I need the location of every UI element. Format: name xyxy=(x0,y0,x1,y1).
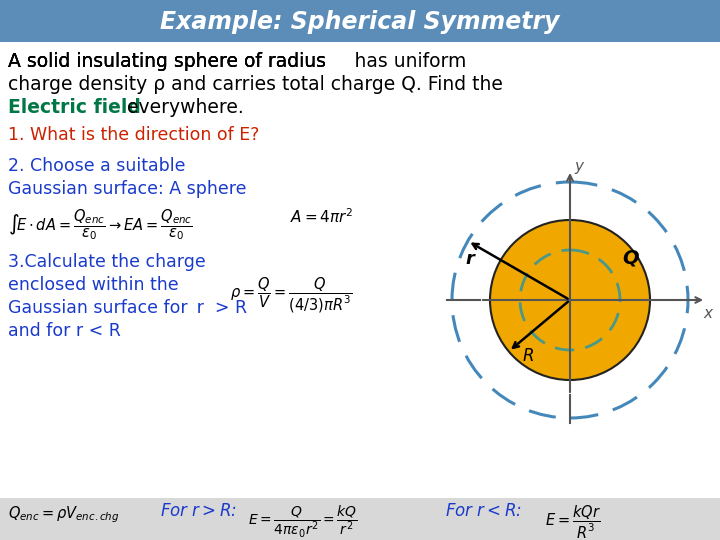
Text: 1. What is the direction of E?: 1. What is the direction of E? xyxy=(8,126,259,144)
Text: y: y xyxy=(574,159,583,173)
Bar xyxy=(0,498,720,540)
Text: For $r > R$:: For $r > R$: xyxy=(160,502,237,520)
Text: $E = \dfrac{kQr}{R^3}$: $E = \dfrac{kQr}{R^3}$ xyxy=(545,504,601,540)
Text: For $r < R$:: For $r < R$: xyxy=(445,502,522,520)
Text: everywhere.: everywhere. xyxy=(121,98,244,117)
Text: $Q_{enc} = \rho V_{enc.chg}$: $Q_{enc} = \rho V_{enc.chg}$ xyxy=(8,504,120,524)
Text: enclosed within the: enclosed within the xyxy=(8,276,179,294)
Text: A solid insulating sphere of radius: A solid insulating sphere of radius xyxy=(8,52,332,71)
Text: A solid insulating sphere of radius       has uniform: A solid insulating sphere of radius has … xyxy=(8,52,467,71)
Text: Gaussian surface: A sphere: Gaussian surface: A sphere xyxy=(8,180,246,198)
Text: $E = \dfrac{Q}{4\pi\varepsilon_0 r^2} = \dfrac{kQ}{r^2}$: $E = \dfrac{Q}{4\pi\varepsilon_0 r^2} = … xyxy=(248,504,358,540)
Text: R: R xyxy=(523,347,534,366)
Bar xyxy=(0,0,720,42)
Text: 2. Choose a suitable: 2. Choose a suitable xyxy=(8,157,186,175)
Text: Electric field: Electric field xyxy=(8,98,141,117)
Text: $\rho = \dfrac{Q}{V} = \dfrac{Q}{(4/3)\pi R^3}$: $\rho = \dfrac{Q}{V} = \dfrac{Q}{(4/3)\p… xyxy=(230,276,353,315)
Text: $\int \! E \cdot dA = \dfrac{Q_{enc}}{\varepsilon_0} \rightarrow EA = \dfrac{Q_{: $\int \! E \cdot dA = \dfrac{Q_{enc}}{\v… xyxy=(8,207,193,242)
Text: charge density ρ and carries total charge Q. Find the: charge density ρ and carries total charg… xyxy=(8,75,503,94)
Bar xyxy=(0,42,720,498)
Text: and for r < R: and for r < R xyxy=(8,322,121,340)
Text: x: x xyxy=(703,306,713,321)
Text: Example: Spherical Symmetry: Example: Spherical Symmetry xyxy=(161,10,559,34)
Text: A solid insulating sphere of radius: A solid insulating sphere of radius xyxy=(8,52,332,71)
Text: 3.Calculate the charge: 3.Calculate the charge xyxy=(8,253,206,271)
Text: Gaussian surface for  r  > R: Gaussian surface for r > R xyxy=(8,299,247,317)
Text: Q: Q xyxy=(622,248,639,267)
Text: $A = 4\pi r^2$: $A = 4\pi r^2$ xyxy=(290,207,354,226)
Circle shape xyxy=(490,220,650,380)
Text: r: r xyxy=(465,250,474,268)
